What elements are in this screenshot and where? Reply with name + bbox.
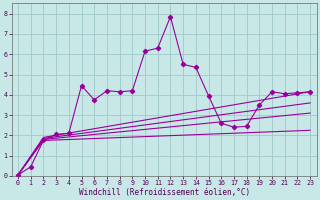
X-axis label: Windchill (Refroidissement éolien,°C): Windchill (Refroidissement éolien,°C) [78, 188, 250, 197]
